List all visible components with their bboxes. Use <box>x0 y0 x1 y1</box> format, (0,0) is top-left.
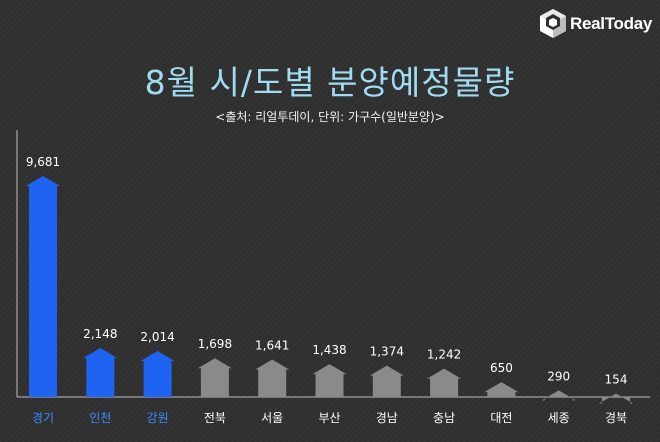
category-label: 강원 <box>147 411 169 425</box>
bar-경기 <box>26 176 60 397</box>
value-label: 1,641 <box>255 339 289 353</box>
bar-충남 <box>427 368 462 397</box>
category-label: 세종 <box>548 411 570 425</box>
value-label: 2,014 <box>140 330 174 344</box>
category-label: 경기 <box>32 411 54 425</box>
bar-경남 <box>369 365 404 397</box>
category-label: 서울 <box>261 411 283 425</box>
bar-인천 <box>83 347 118 397</box>
value-label: 1,374 <box>370 345 404 359</box>
category-label: 경북 <box>605 411 627 425</box>
chart-subtitle: <출처: 리얼투데이, 단위: 가구수(일반분양)> <box>215 110 445 124</box>
bar-강원 <box>140 351 175 397</box>
value-label: 1,438 <box>312 343 346 357</box>
chart-title: 8월 시/도별 분양예정물량 <box>144 63 516 102</box>
brand-logo: RealToday <box>538 7 658 41</box>
category-label: 부산 <box>318 411 340 425</box>
bar-서울 <box>255 359 290 397</box>
value-label: 290 <box>547 369 570 383</box>
category-label: 충남 <box>433 411 455 425</box>
value-label: 1,242 <box>427 348 461 362</box>
value-label: 154 <box>605 372 628 386</box>
bar-대전 <box>484 382 519 397</box>
category-label: 경남 <box>376 411 398 425</box>
bar-부산 <box>312 364 347 397</box>
category-label: 인천 <box>89 410 111 425</box>
brand-name: RealToday <box>570 14 653 33</box>
value-label: 2,148 <box>83 327 117 341</box>
bar-전북 <box>197 358 232 397</box>
value-label: 1,698 <box>198 337 232 351</box>
category-label: 전북 <box>204 411 226 425</box>
value-label: 9,681 <box>26 155 60 169</box>
house-cube-logo-icon <box>540 9 566 38</box>
bar-세종 <box>541 390 576 401</box>
bar-경북 <box>599 393 633 404</box>
category-label: 대전 <box>490 411 512 425</box>
value-label: 650 <box>490 361 513 375</box>
